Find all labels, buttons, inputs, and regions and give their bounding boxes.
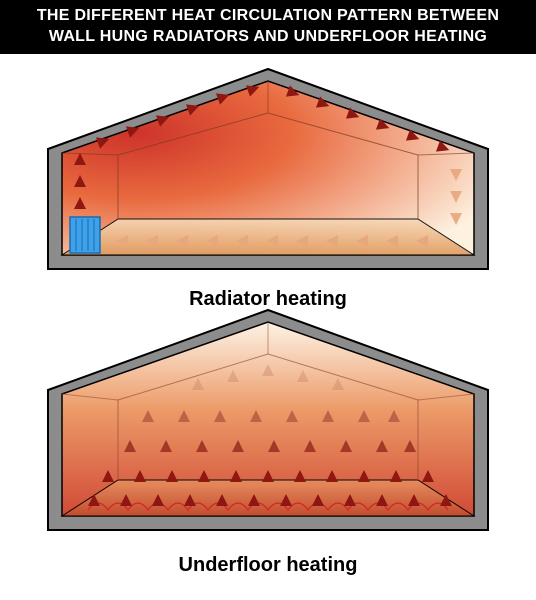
header-banner: THE DIFFERENT HEAT CIRCULATION PATTERN B… xyxy=(0,0,536,54)
underfloor-heating-diagram: Underfloor heating xyxy=(0,300,536,570)
header-line-2: WALL HUNG RADIATORS AND UNDERFLOOR HEATI… xyxy=(10,27,526,48)
radiator-icon xyxy=(70,217,100,253)
radiator-heating-diagram: Radiator heating xyxy=(0,54,536,300)
underfloor-house-svg xyxy=(0,300,536,550)
underfloor-caption: Underfloor heating xyxy=(0,554,536,577)
radiator-house-svg xyxy=(0,54,536,284)
header-line-1: THE DIFFERENT HEAT CIRCULATION PATTERN B… xyxy=(10,6,526,27)
interior-depth xyxy=(62,219,474,255)
